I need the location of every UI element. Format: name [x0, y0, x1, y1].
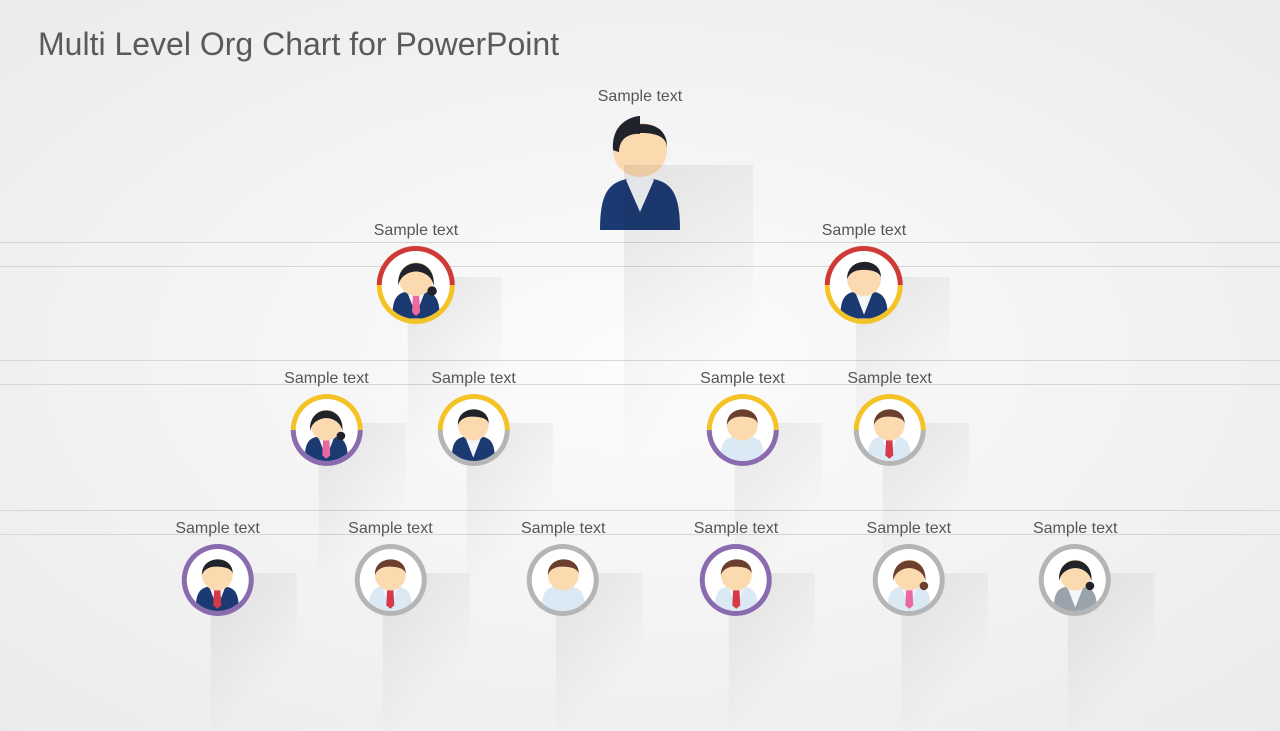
node-label: Sample text [284, 370, 368, 388]
avatar-ring [706, 394, 778, 466]
person-icon [707, 554, 764, 611]
org-node: Sample text [847, 370, 931, 471]
person-icon [880, 554, 937, 611]
person-icon [445, 404, 502, 461]
gridline [0, 384, 1280, 385]
avatar-ring [1039, 544, 1111, 616]
node-label: Sample text [867, 520, 951, 538]
org-node: Sample text [694, 520, 778, 621]
node-label: Sample text [847, 370, 931, 388]
avatar-bg [187, 549, 249, 611]
node-label: Sample text [348, 520, 432, 538]
avatar-ring [527, 544, 599, 616]
avatar-bg [1044, 549, 1106, 611]
gridline [0, 266, 1280, 267]
avatar-ring [700, 544, 772, 616]
avatar-bg [295, 399, 357, 461]
org-node: Sample text [348, 520, 432, 621]
org-node: Sample text [521, 520, 605, 621]
org-node: Sample text [867, 520, 951, 621]
avatar-bg [705, 549, 767, 611]
org-node: Sample text [284, 370, 368, 471]
avatar-bg [382, 251, 450, 319]
avatar-ring [290, 394, 362, 466]
slide-title: Multi Level Org Chart for PowerPoint [38, 26, 559, 63]
node-label: Sample text [431, 370, 515, 388]
org-node: Sample text [822, 222, 906, 329]
avatar-ring [825, 246, 903, 324]
org-node: Sample text [175, 520, 259, 621]
avatar-bg [830, 251, 898, 319]
person-icon [298, 404, 355, 461]
avatar-ring [438, 394, 510, 466]
avatar-ring [182, 544, 254, 616]
org-node: Sample text [374, 222, 458, 329]
person-icon [586, 112, 694, 230]
avatar-bg [878, 549, 940, 611]
person-icon [385, 256, 448, 319]
person-icon [861, 404, 918, 461]
org-node: Sample text [700, 370, 784, 471]
gridline [0, 242, 1280, 243]
avatar-bg [443, 399, 505, 461]
org-node: Sample text [1033, 520, 1117, 621]
org-chart: Sample text Sample text Sample text [0, 80, 1280, 720]
person-icon [362, 554, 419, 611]
avatar-ring [354, 544, 426, 616]
node-label: Sample text [521, 520, 605, 538]
node-label: Sample text [1033, 520, 1117, 538]
node-label: Sample text [175, 520, 259, 538]
person-icon [833, 256, 896, 319]
person-icon [535, 554, 592, 611]
gridline [0, 510, 1280, 511]
avatar-bg [859, 399, 921, 461]
person-icon [714, 404, 771, 461]
node-label: Sample text [822, 222, 906, 240]
node-label: Sample text [700, 370, 784, 388]
person-icon [189, 554, 246, 611]
person-icon [1047, 554, 1104, 611]
avatar-bg [532, 549, 594, 611]
avatar-ring [873, 544, 945, 616]
node-label: Sample text [374, 222, 458, 240]
avatar-bg [711, 399, 773, 461]
avatar-ring [377, 246, 455, 324]
node-label: Sample text [694, 520, 778, 538]
org-node: Sample text [431, 370, 515, 471]
org-node-ceo: Sample text [586, 88, 694, 235]
gridline [0, 360, 1280, 361]
avatar-bg [359, 549, 421, 611]
avatar-ring [854, 394, 926, 466]
node-label: Sample text [586, 88, 694, 106]
